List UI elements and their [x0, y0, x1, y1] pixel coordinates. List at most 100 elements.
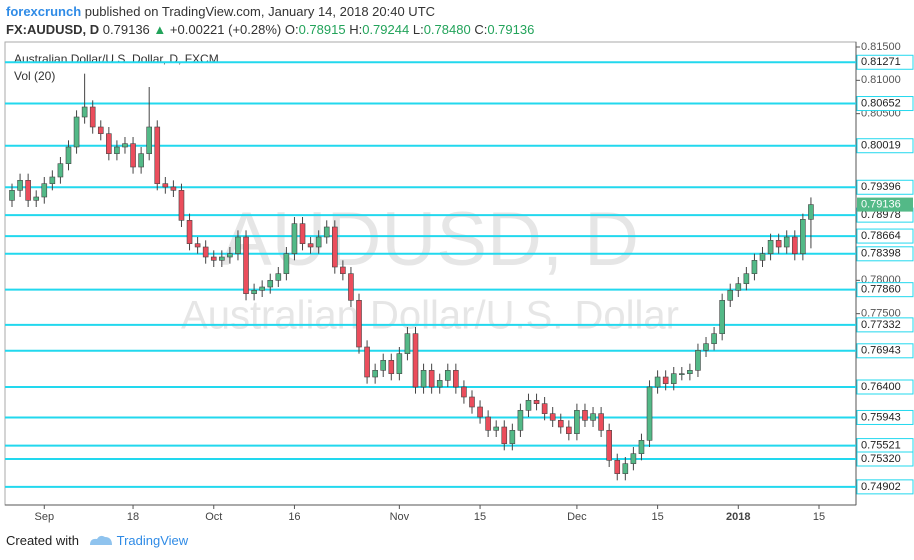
candle-body [783, 236, 790, 248]
candle-body [154, 126, 161, 184]
l: 0.78480 [423, 22, 471, 37]
created: Created with [6, 533, 79, 548]
candle-body [509, 430, 516, 444]
candle-body [743, 273, 750, 284]
candle-body [348, 273, 354, 301]
level-label-box [856, 246, 914, 262]
level-label: 0.75943 [861, 411, 901, 423]
watermark: AUDUSD, D [221, 197, 639, 282]
candle-body [315, 236, 322, 248]
candle-body [679, 373, 685, 375]
candle-body [251, 290, 257, 294]
candle-body [89, 106, 96, 128]
publish-line: forexcrunch published on TradingView.com… [6, 3, 534, 21]
y-tick-label: 0.81000 [861, 74, 901, 86]
candle-body [41, 183, 48, 198]
candle-body [759, 253, 766, 261]
level-label: 0.79396 [861, 181, 901, 193]
level-label-box [856, 317, 914, 333]
l-label: L: [412, 22, 424, 37]
level-label-box [856, 409, 914, 425]
candle-body [122, 143, 128, 148]
x-tick-label: 18 [127, 511, 139, 523]
candle-body [267, 280, 274, 288]
candle-body [428, 370, 435, 388]
last-price-box [857, 197, 913, 212]
candle-body [73, 116, 80, 148]
candle-body [630, 453, 637, 464]
candle-body [291, 223, 298, 254]
candle-body [178, 190, 185, 221]
candle-body [791, 236, 798, 254]
x-tick-label: 2018 [726, 511, 750, 523]
candle-body [485, 416, 491, 431]
candle-body [57, 163, 64, 178]
chart: AUDUSD, D Australian Dollar/U.S. Dollar … [4, 41, 914, 523]
candle-body [670, 373, 677, 384]
candle-body [130, 143, 136, 168]
candle-body [340, 266, 346, 274]
candle-body [703, 343, 709, 351]
candle-body [194, 243, 201, 248]
candle-body [356, 300, 362, 348]
level-label-box [856, 138, 914, 154]
candle-body [711, 333, 717, 344]
level-label-box [856, 54, 914, 70]
candle-body [444, 370, 451, 381]
candle-body [25, 180, 31, 201]
candle-body [81, 106, 88, 118]
c: 0.79136 [487, 22, 535, 37]
candle-body [574, 410, 580, 434]
level-label: 0.78978 [861, 209, 901, 221]
brand[interactable]: TradingView [116, 533, 189, 548]
level-label: 0.77332 [861, 319, 901, 331]
candle-body [97, 126, 104, 134]
candle-body [469, 396, 475, 408]
candle-body [582, 410, 588, 421]
candle-body [275, 273, 282, 281]
candle-body [138, 153, 144, 168]
candle-body [638, 440, 645, 454]
candle-body [227, 253, 233, 258]
candle-body [219, 256, 225, 261]
level-label: 0.76400 [861, 381, 901, 393]
candle-body [517, 410, 524, 431]
c-label: C: [474, 22, 488, 37]
candle-body [549, 413, 556, 421]
level-label: 0.80652 [861, 97, 901, 109]
candle-body [372, 370, 378, 378]
candle-body [453, 370, 459, 388]
x-tick-label: Oct [205, 511, 222, 523]
candle-body [557, 420, 564, 428]
candle-body [735, 283, 742, 291]
candle-body [65, 146, 72, 164]
candle-body [695, 350, 701, 371]
candle-body [299, 223, 306, 244]
level-label-box [856, 228, 914, 244]
level-label-box [856, 451, 914, 467]
last-price-label: 0.79136 [861, 199, 901, 211]
arrow: ▲ [153, 22, 167, 37]
y-tick-label: 0.77500 [861, 308, 901, 320]
level-label: 0.75521 [861, 440, 901, 452]
tv-logo [90, 535, 112, 545]
candle-body [114, 146, 120, 154]
candle-body [662, 376, 669, 384]
candle-body [106, 133, 112, 154]
candle-body [590, 413, 596, 421]
candle-body [477, 406, 483, 418]
x-tick-label: Sep [34, 511, 54, 523]
candle-body [49, 176, 56, 184]
candle-body [598, 413, 604, 431]
candle-body [525, 400, 532, 411]
candle-body [808, 204, 814, 220]
publisher[interactable]: forexcrunch [6, 4, 82, 19]
chart-title: Australian Dollar/U.S. Dollar, D, FXCM [14, 52, 219, 66]
x-tick-label: 15 [813, 511, 825, 523]
level-label: 0.76943 [861, 345, 901, 357]
candle-body [767, 240, 774, 254]
level-label-box [856, 479, 914, 495]
x-tick-label: 15 [474, 511, 486, 523]
candle-body [9, 190, 15, 201]
candle-body [307, 243, 314, 248]
